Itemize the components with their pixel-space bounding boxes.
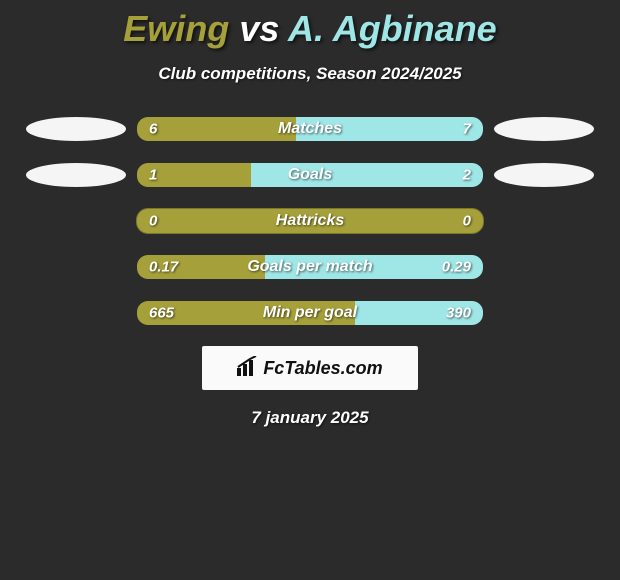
stat-label: Hattricks xyxy=(276,212,344,230)
stats-area: 6 Matches 7 1 Goals 2 0 Hattricks 0 0.17 Goals per… xyxy=(0,84,620,326)
player-right-name: A. Agbinane xyxy=(288,8,497,49)
stat-right-value: 2 xyxy=(463,167,471,184)
left-photo-slot xyxy=(16,117,136,141)
stat-row: 665 Min per goal 390 xyxy=(0,300,620,326)
stat-label: Goals per match xyxy=(247,258,372,276)
brand-logo: FcTables.com xyxy=(202,346,418,390)
player-left-avatar xyxy=(26,163,126,187)
comparison-title: Ewing vs A. Agbinane xyxy=(0,0,620,50)
stat-bar: 0 Hattricks 0 xyxy=(136,208,484,234)
stat-left-value: 1 xyxy=(149,167,157,184)
stat-left-value: 0.17 xyxy=(149,259,178,276)
stat-left-value: 665 xyxy=(149,305,174,322)
stat-bar: 0.17 Goals per match 0.29 xyxy=(136,254,484,280)
left-photo-slot xyxy=(16,163,136,187)
brand-text: FcTables.com xyxy=(263,358,382,379)
chart-icon xyxy=(237,356,259,381)
stat-right-value: 7 xyxy=(463,121,471,138)
stat-bar: 1 Goals 2 xyxy=(136,162,484,188)
player-left-name: Ewing xyxy=(123,8,229,49)
stat-row: 1 Goals 2 xyxy=(0,162,620,188)
stat-bar: 6 Matches 7 xyxy=(136,116,484,142)
stat-row: 0 Hattricks 0 xyxy=(0,208,620,234)
subtitle: Club competitions, Season 2024/2025 xyxy=(0,64,620,84)
stat-left-value: 6 xyxy=(149,121,157,138)
right-photo-slot xyxy=(484,163,604,187)
stat-row: 6 Matches 7 xyxy=(0,116,620,142)
stat-label: Min per goal xyxy=(263,304,357,322)
stat-right-value: 0.29 xyxy=(442,259,471,276)
player-right-avatar xyxy=(494,163,594,187)
stat-label: Matches xyxy=(278,120,342,138)
stat-left-value: 0 xyxy=(149,213,157,230)
title-vs: vs xyxy=(239,8,279,49)
stat-label: Goals xyxy=(288,166,332,184)
player-right-avatar xyxy=(494,117,594,141)
stat-bar-right-fill xyxy=(251,163,483,187)
player-left-avatar xyxy=(26,117,126,141)
stat-bar-left-fill xyxy=(137,117,296,141)
right-photo-slot xyxy=(484,117,604,141)
date-line: 7 january 2025 xyxy=(0,408,620,428)
stat-right-value: 390 xyxy=(446,305,471,322)
stat-right-value: 0 xyxy=(463,213,471,230)
stat-row: 0.17 Goals per match 0.29 xyxy=(0,254,620,280)
stat-bar: 665 Min per goal 390 xyxy=(136,300,484,326)
